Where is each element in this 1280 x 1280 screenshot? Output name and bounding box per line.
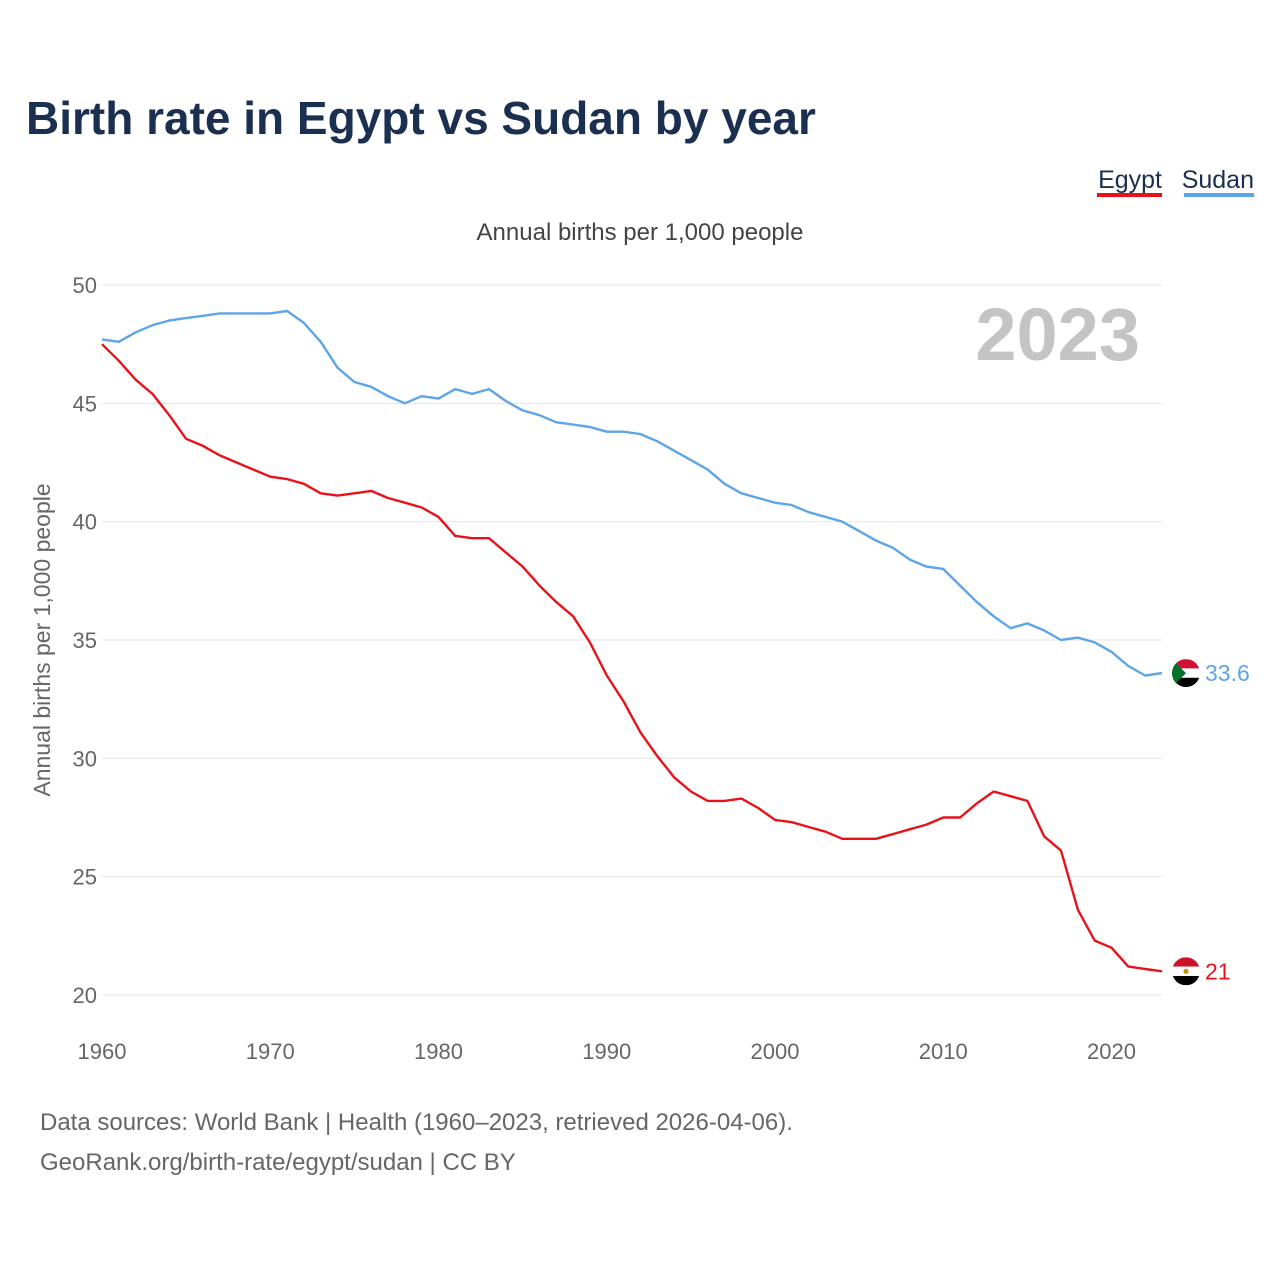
egypt-end-value: 21 xyxy=(1205,958,1231,984)
y-tick-label: 25 xyxy=(73,865,97,890)
sudan-flag-icon xyxy=(1172,659,1200,688)
legend: Egypt Sudan xyxy=(1097,166,1254,197)
gridlines xyxy=(102,284,1162,996)
series-line-egypt[interactable] xyxy=(101,343,1163,973)
chart-title: Birth rate in Egypt vs Sudan by year xyxy=(26,92,816,144)
x-axis-ticks: 1960 1970 1980 1990 2000 2010 2020 xyxy=(78,1039,1136,1064)
legend-item-egypt[interactable]: Egypt xyxy=(1097,166,1162,197)
y-tick-label: 35 xyxy=(73,628,97,653)
legend-item-sudan[interactable]: Sudan xyxy=(1182,166,1254,197)
legend-label-sudan[interactable]: Sudan xyxy=(1182,166,1254,194)
legend-label-egypt[interactable]: Egypt xyxy=(1098,166,1162,194)
y-tick-label: 45 xyxy=(73,391,97,416)
source-line-1: Data sources: World Bank | Health (1960–… xyxy=(40,1109,793,1136)
sudan-end-value: 33.6 xyxy=(1205,660,1250,686)
x-tick-label: 1960 xyxy=(78,1039,127,1064)
x-tick-label: 2000 xyxy=(751,1039,800,1064)
legend-swatch-sudan xyxy=(1184,193,1254,197)
x-tick-label: 1990 xyxy=(582,1039,631,1064)
chart-subtitle: Annual births per 1,000 people xyxy=(477,219,804,246)
y-tick-label: 30 xyxy=(73,746,97,771)
year-display: 2023 xyxy=(975,293,1140,376)
legend-swatch-egypt xyxy=(1097,193,1162,197)
y-tick-label: 50 xyxy=(73,273,97,298)
x-tick-label: 2010 xyxy=(919,1039,968,1064)
series-lines xyxy=(101,309,1163,973)
y-tick-label: 40 xyxy=(73,510,97,535)
y-axis-label: Annual births per 1,000 people xyxy=(29,483,55,796)
x-tick-label: 2020 xyxy=(1087,1039,1136,1064)
series-line-sudan[interactable] xyxy=(101,309,1163,677)
x-tick-label: 1980 xyxy=(414,1039,463,1064)
egypt-flag-icon xyxy=(1172,957,1200,986)
y-tick-label: 20 xyxy=(73,983,97,1008)
x-tick-label: 1970 xyxy=(246,1039,295,1064)
y-axis-ticks: 20 25 30 35 40 45 50 xyxy=(73,273,97,1008)
source-line-2[interactable]: GeoRank.org/birth-rate/egypt/sudan | CC … xyxy=(40,1149,516,1176)
